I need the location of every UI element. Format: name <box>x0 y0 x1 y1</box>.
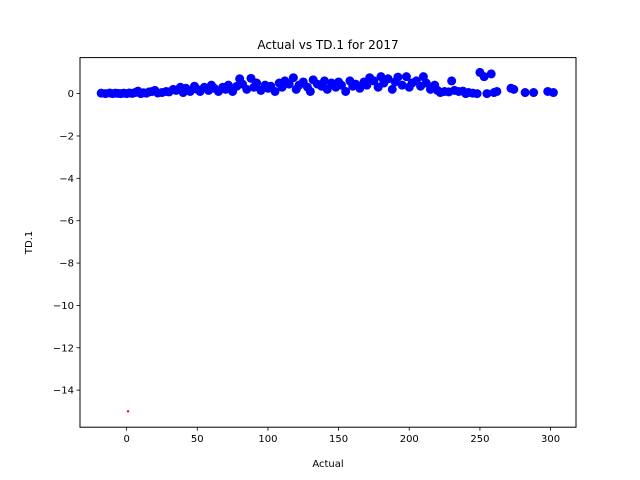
y-tick-label: −8 <box>59 259 74 270</box>
x-tick-label: 200 <box>400 434 419 445</box>
data-point <box>369 76 379 86</box>
y-tick-label: −10 <box>53 301 74 312</box>
x-axis-label: Actual <box>312 459 343 470</box>
data-point <box>387 84 397 94</box>
data-point <box>336 80 346 90</box>
data-point <box>509 84 519 94</box>
y-tick-label: −4 <box>59 174 74 185</box>
data-point <box>383 74 393 84</box>
data-point <box>305 86 315 96</box>
x-tick-label: 0 <box>123 434 129 445</box>
y-tick-label: −2 <box>59 131 74 142</box>
data-point <box>492 86 502 96</box>
data-point <box>479 72 489 82</box>
x-tick-label: 250 <box>470 434 489 445</box>
data-point <box>520 88 530 98</box>
data-point <box>447 76 457 86</box>
data-point <box>397 80 407 90</box>
data-points <box>96 67 558 413</box>
x-tick-label: 50 <box>191 434 204 445</box>
y-tick-label: 0 <box>68 89 74 100</box>
y-tick-label: −14 <box>53 386 74 397</box>
data-point <box>401 72 411 82</box>
data-point <box>319 76 329 86</box>
data-point <box>486 69 496 79</box>
y-axis-label: TD.1 <box>24 231 35 255</box>
x-tick-label: 300 <box>541 434 560 445</box>
plot-frame <box>79 57 577 428</box>
data-point <box>252 78 262 88</box>
data-point <box>362 80 372 90</box>
y-axis: 0 −2 −4 −6 −8 −10 −12 −14 <box>53 89 80 397</box>
data-point <box>270 86 280 96</box>
data-point <box>223 80 233 90</box>
data-point <box>472 89 482 99</box>
data-point <box>242 84 252 94</box>
y-tick-label: −12 <box>53 343 74 354</box>
data-point <box>355 83 365 93</box>
data-point <box>482 89 492 99</box>
chart-title: Actual vs TD.1 for 2017 <box>257 38 398 52</box>
data-point <box>288 73 298 83</box>
data-point <box>421 78 431 88</box>
y-tick-label: −6 <box>59 216 74 227</box>
outlier-point <box>126 410 130 413</box>
x-tick-label: 100 <box>258 434 277 445</box>
data-point <box>393 72 403 82</box>
x-tick-label: 150 <box>329 434 348 445</box>
data-point <box>548 88 558 98</box>
data-point <box>284 79 294 89</box>
data-point <box>322 84 332 94</box>
data-point <box>529 88 539 98</box>
data-point <box>341 86 351 96</box>
x-axis: 0 50 100 150 200 250 300 <box>123 427 560 445</box>
